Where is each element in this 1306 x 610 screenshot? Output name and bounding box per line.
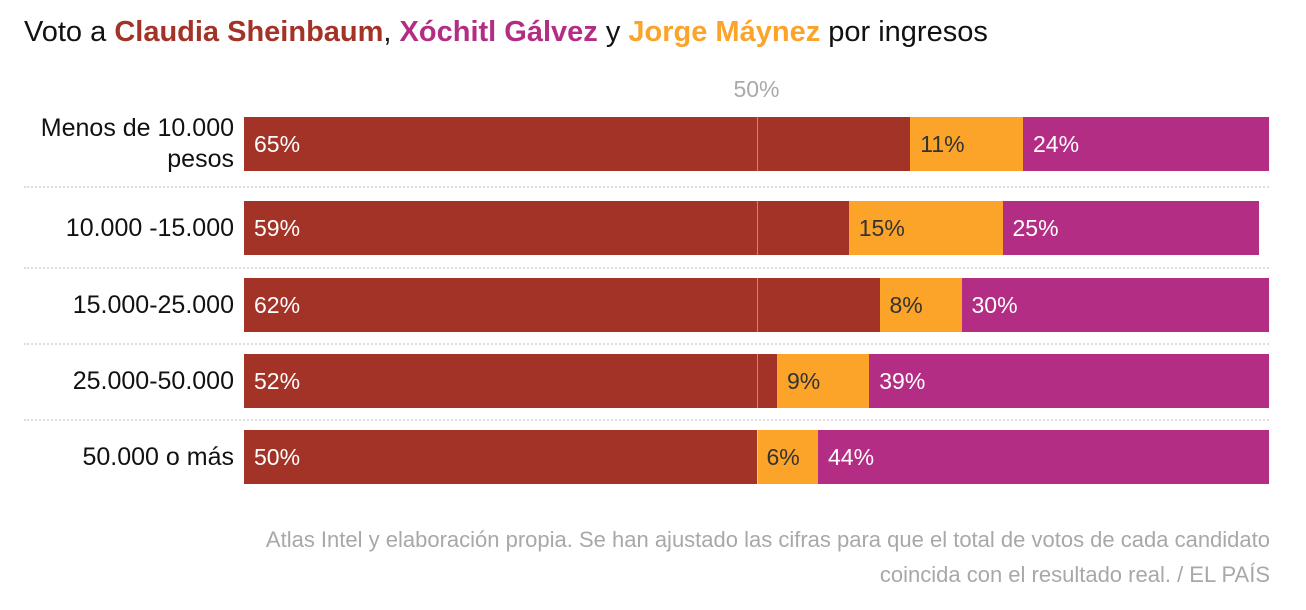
category-label: 10.000 -15.000 [65,213,234,242]
bar-segment [244,354,777,408]
value-label: 30% [971,292,1018,318]
bar-segment [1023,117,1269,171]
value-label: 59% [254,215,301,241]
bar-segment [756,430,818,484]
value-label: 65% [254,131,301,157]
chart-title: Voto a Claudia Sheinbaum, Xóchitl Gálvez… [24,16,988,49]
footer-line: coincida con el resultado real. / EL PAÍ… [879,562,1270,587]
reference-line [756,117,758,484]
title-part: Voto a [24,16,115,48]
title-part: por ingresos [820,16,988,48]
value-label: 50% [254,444,301,470]
legend-entry: Claudia Sheinbaum [114,16,384,48]
bar-segment [848,201,1003,255]
legend-entry: Jorge Máynez [628,16,821,48]
value-label: 11% [920,131,965,157]
row-separator [24,186,1269,188]
reference-label: 50% [733,76,780,102]
title-part: , [383,16,400,48]
title-part: y [597,16,629,48]
row-separator [24,266,1269,269]
bar-segment [910,117,1023,171]
value-label: 9% [787,368,821,394]
bar-segment [777,354,870,408]
footer-line: Atlas Intel y elaboración propia. Se han… [265,527,1270,552]
value-label: 8% [889,292,923,318]
value-label: 52% [254,368,301,394]
category-label: 50.000 o más [82,442,235,471]
row-separator [24,419,1269,421]
row-separator [24,343,1269,345]
legend-entry: Xóchitl Gálvez [399,16,598,48]
bar-segment [869,354,1269,408]
bar-segment [1002,201,1259,255]
bar-segment [961,278,1269,332]
value-label: 44% [828,444,875,470]
bar-segment [244,201,849,255]
value-label: 6% [766,444,800,470]
value-label: 25% [1012,215,1059,241]
bar-segment [244,117,911,171]
category-label: 15.000-25.000 [72,290,234,319]
value-label: 15% [858,215,905,241]
bar-segment [818,430,1269,484]
bar-segment [244,430,757,484]
bar-segment [244,278,880,332]
bar-segment [879,278,962,332]
category-label: 25.000-50.000 [72,366,234,395]
value-label: 62% [254,292,301,318]
value-label: 24% [1033,131,1080,157]
value-label: 39% [879,368,926,394]
category-label: Menos de 10.000 pesos [40,114,234,173]
